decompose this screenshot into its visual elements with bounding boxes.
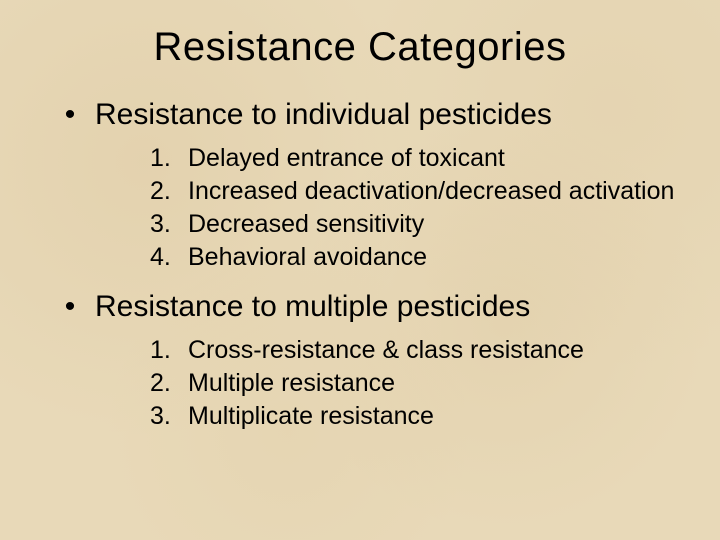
item-text: Multiplicate resistance <box>188 402 434 431</box>
section-2-title: Resistance to multiple pesticides <box>95 290 530 324</box>
item-number: 2. <box>150 177 188 206</box>
list-item: 3. Multiplicate resistance <box>150 402 675 431</box>
item-number: 1. <box>150 144 188 173</box>
list-item: 1. Delayed entrance of toxicant <box>150 144 675 173</box>
item-text: Cross-resistance & class resistance <box>188 336 584 365</box>
item-text: Behavioral avoidance <box>188 243 427 272</box>
item-text: Multiple resistance <box>188 369 395 398</box>
list-item: 2. Increased deactivation/decreased acti… <box>150 177 675 206</box>
section-1-header: • Resistance to individual pesticides <box>45 98 675 132</box>
item-text: Delayed entrance of toxicant <box>188 144 505 173</box>
list-item: 1. Cross-resistance & class resistance <box>150 336 675 365</box>
section-1-list: 1. Delayed entrance of toxicant 2. Incre… <box>45 144 675 272</box>
slide-title: Resistance Categories <box>45 25 675 70</box>
item-number: 4. <box>150 243 188 272</box>
bullet-icon: • <box>45 98 95 132</box>
item-text: Increased deactivation/decreased activat… <box>188 177 674 206</box>
slide-container: Resistance Categories • Resistance to in… <box>0 0 720 540</box>
item-number: 3. <box>150 402 188 431</box>
section-1: • Resistance to individual pesticides 1.… <box>45 98 675 272</box>
item-number: 1. <box>150 336 188 365</box>
item-number: 2. <box>150 369 188 398</box>
section-1-title: Resistance to individual pesticides <box>95 98 552 132</box>
list-item: 3. Decreased sensitivity <box>150 210 675 239</box>
item-number: 3. <box>150 210 188 239</box>
section-2: • Resistance to multiple pesticides 1. C… <box>45 290 675 431</box>
bullet-icon: • <box>45 290 95 324</box>
item-text: Decreased sensitivity <box>188 210 424 239</box>
list-item: 2. Multiple resistance <box>150 369 675 398</box>
section-2-list: 1. Cross-resistance & class resistance 2… <box>45 336 675 431</box>
list-item: 4. Behavioral avoidance <box>150 243 675 272</box>
section-2-header: • Resistance to multiple pesticides <box>45 290 675 324</box>
